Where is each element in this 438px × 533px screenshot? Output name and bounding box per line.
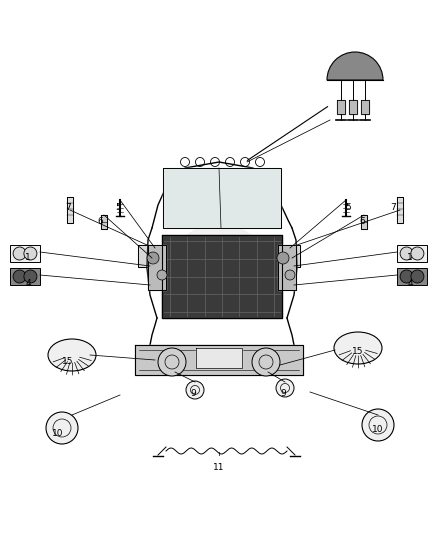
Text: 15: 15 [352, 348, 364, 357]
Polygon shape [162, 235, 282, 318]
Polygon shape [349, 100, 357, 114]
Text: 4: 4 [25, 279, 31, 287]
Polygon shape [196, 348, 242, 368]
Polygon shape [361, 215, 367, 229]
Circle shape [400, 247, 413, 260]
Circle shape [276, 379, 294, 397]
Wedge shape [327, 52, 383, 80]
Text: 9: 9 [190, 389, 196, 398]
Text: 6: 6 [359, 217, 365, 227]
Circle shape [411, 270, 424, 283]
Circle shape [285, 270, 295, 280]
Text: 11: 11 [213, 463, 225, 472]
Circle shape [252, 348, 280, 376]
Text: 7: 7 [390, 204, 396, 213]
Polygon shape [361, 100, 369, 114]
Bar [10, 268, 40, 285]
Circle shape [157, 270, 167, 280]
Ellipse shape [334, 332, 382, 364]
Circle shape [400, 270, 413, 283]
Text: 5: 5 [115, 204, 121, 213]
Circle shape [24, 247, 37, 260]
Polygon shape [337, 100, 345, 114]
Polygon shape [286, 245, 300, 267]
Circle shape [186, 381, 204, 399]
Ellipse shape [48, 339, 96, 371]
Text: 15: 15 [62, 358, 74, 367]
Bar [10, 245, 40, 262]
Polygon shape [397, 197, 403, 223]
Polygon shape [135, 345, 303, 375]
Circle shape [13, 270, 26, 283]
Bar [397, 245, 427, 262]
Circle shape [158, 348, 186, 376]
Circle shape [147, 252, 159, 264]
Text: 9: 9 [280, 389, 286, 398]
Text: 1: 1 [407, 254, 413, 262]
Circle shape [411, 247, 424, 260]
Circle shape [13, 247, 26, 260]
Text: 10: 10 [52, 429, 64, 438]
Text: 4: 4 [407, 279, 413, 287]
Circle shape [277, 252, 289, 264]
Polygon shape [278, 245, 296, 290]
Polygon shape [138, 245, 152, 267]
Circle shape [362, 409, 394, 441]
Polygon shape [67, 197, 73, 223]
Polygon shape [163, 168, 281, 228]
Text: 6: 6 [97, 217, 103, 227]
Text: 1: 1 [25, 254, 31, 262]
Polygon shape [101, 215, 107, 229]
Text: 5: 5 [345, 204, 351, 213]
Polygon shape [148, 245, 166, 290]
Circle shape [46, 412, 78, 444]
Bar [397, 268, 427, 285]
Text: 7: 7 [65, 204, 71, 213]
Text: 10: 10 [372, 425, 384, 434]
Circle shape [24, 270, 37, 283]
Polygon shape [160, 230, 278, 318]
